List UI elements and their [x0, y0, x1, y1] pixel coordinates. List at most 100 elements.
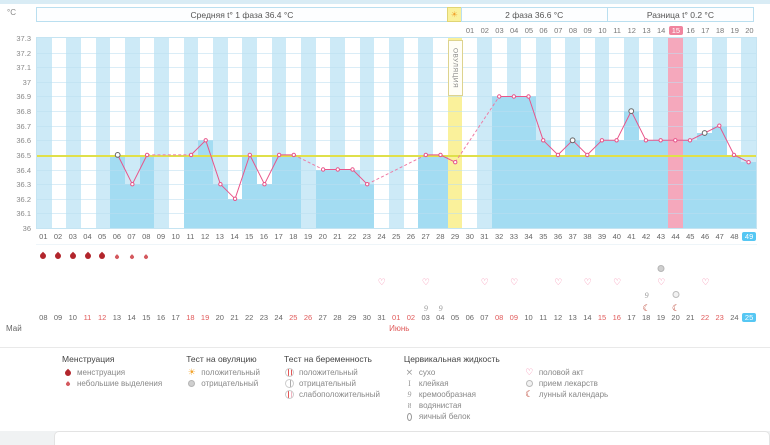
menstruation-icon	[63, 368, 72, 377]
chart-column[interactable]	[139, 38, 155, 228]
symbol-spotting	[143, 247, 150, 263]
legend-item-label: яичный белок	[418, 412, 471, 421]
dpo-day-number: 03	[495, 25, 504, 35]
dpo-day-number: 19	[730, 25, 739, 35]
chart-column[interactable]	[521, 38, 536, 228]
chart-column[interactable]	[286, 38, 302, 228]
temp-point-special	[701, 130, 708, 136]
chart-column[interactable]	[506, 38, 522, 228]
chart-column[interactable]	[66, 38, 82, 228]
temp-point	[526, 94, 531, 99]
date-number: 11	[539, 313, 548, 322]
chart-column[interactable]	[711, 38, 727, 228]
temperature-bar	[726, 154, 742, 228]
chart-column[interactable]	[95, 38, 111, 228]
chart-column[interactable]	[301, 38, 316, 228]
temp-point	[262, 182, 267, 187]
preg-pos-icon	[285, 368, 294, 377]
temp-point	[276, 152, 282, 158]
legend-item: ♡ половой акт	[524, 367, 608, 378]
top-strip	[0, 0, 770, 4]
temperature-bar	[491, 96, 507, 228]
dpo-day-number: 18	[715, 25, 725, 35]
creamy-icon: 9	[644, 291, 649, 300]
day-number: 24	[377, 232, 386, 241]
temp-point	[350, 167, 355, 172]
sticky-icon: I	[408, 379, 411, 388]
chart-column[interactable]	[462, 38, 478, 228]
chart-column[interactable]	[183, 38, 199, 228]
dpo-day-number: 14	[657, 25, 666, 35]
gridline	[37, 125, 756, 127]
chart-column[interactable]	[257, 38, 272, 228]
chart-column[interactable]	[374, 38, 390, 228]
legend-group-title: Менструация	[62, 354, 115, 364]
spotting-icon	[114, 254, 120, 260]
baseline-36-5	[37, 154, 756, 157]
date-number: 27	[318, 313, 327, 322]
spotting-icon	[143, 254, 150, 260]
y-tick-label: 36.3	[16, 180, 31, 190]
day-number: 10	[171, 232, 180, 241]
chart-column[interactable]	[403, 38, 419, 228]
temp-point	[364, 182, 370, 187]
chart-column[interactable]	[418, 38, 434, 228]
chart-column[interactable]	[491, 38, 507, 228]
chart-column[interactable]	[51, 38, 67, 228]
legend-icon-wrap: ☾	[524, 390, 535, 400]
ovu-neg-icon	[188, 380, 196, 387]
date-number: 12	[97, 313, 107, 322]
legend-item: ≈ водянистая	[404, 400, 500, 411]
chart-column[interactable]	[81, 38, 96, 228]
chart-column[interactable]	[433, 38, 448, 228]
chart-column[interactable]	[37, 38, 52, 228]
chart-column[interactable]	[579, 38, 595, 228]
dpo-day-number: 10	[598, 25, 607, 35]
day-number: 14	[230, 232, 239, 241]
dpo-day-number: 08	[568, 25, 578, 35]
chart-column[interactable]	[667, 38, 683, 228]
day-number: 25	[392, 232, 401, 241]
dpo-day-number: 04	[509, 25, 519, 35]
temp-point-special	[628, 108, 635, 114]
chart-column[interactable]	[213, 38, 228, 228]
chart-column[interactable]	[271, 38, 287, 228]
moon-icon: ☾	[642, 304, 651, 314]
date-number: 23	[259, 313, 269, 322]
chart-column[interactable]	[389, 38, 404, 228]
day-number: 05	[97, 232, 107, 241]
day-number: 02	[53, 232, 63, 241]
legend-icon-wrap: ×	[404, 368, 415, 378]
temp-point	[511, 94, 517, 99]
chart-column[interactable]	[477, 38, 492, 228]
legend-item-label: сухо	[418, 368, 436, 377]
date-number: 29	[347, 313, 357, 322]
chart-columns	[37, 38, 756, 228]
dpo-day-number: 17	[701, 25, 710, 35]
dpo-day-number: 07	[554, 25, 563, 35]
chart-column[interactable]	[741, 38, 756, 228]
dpo-day-number: 01	[465, 25, 475, 35]
chart-column[interactable]	[154, 38, 170, 228]
chart-column[interactable]	[110, 38, 126, 228]
chart-column[interactable]	[125, 38, 140, 228]
temperature-bar	[286, 154, 302, 228]
chart-column[interactable]	[169, 38, 184, 228]
temp-point	[438, 152, 443, 158]
chart-column[interactable]	[726, 38, 742, 228]
symbols-grid: ♡ ♡ ♡ ♡ ♡ ♡ ♡ ♡ ♡ 9 9 9 ☾ ☾	[36, 245, 757, 314]
day-number: 15	[245, 232, 254, 241]
date-number: 21	[230, 313, 239, 322]
chart-column[interactable]	[242, 38, 258, 228]
dpo-day-number: 12	[627, 25, 636, 35]
creamy-icon: 9	[438, 304, 443, 313]
footer-bar[interactable]	[54, 431, 770, 445]
day-numbers-row: 01 02 03 04 05 06 07 08 09 10 11 12 13 14 15 16 17 18 19 20…	[36, 229, 757, 245]
day-number: 45	[686, 232, 695, 241]
symbol-creamy: 9	[645, 286, 649, 302]
chart-column[interactable]	[550, 38, 566, 228]
eggwhite-icon	[406, 412, 412, 421]
legend-icon-wrap	[524, 380, 535, 387]
symbol-heart: ♡	[422, 273, 430, 289]
date-number: 08	[494, 313, 504, 322]
